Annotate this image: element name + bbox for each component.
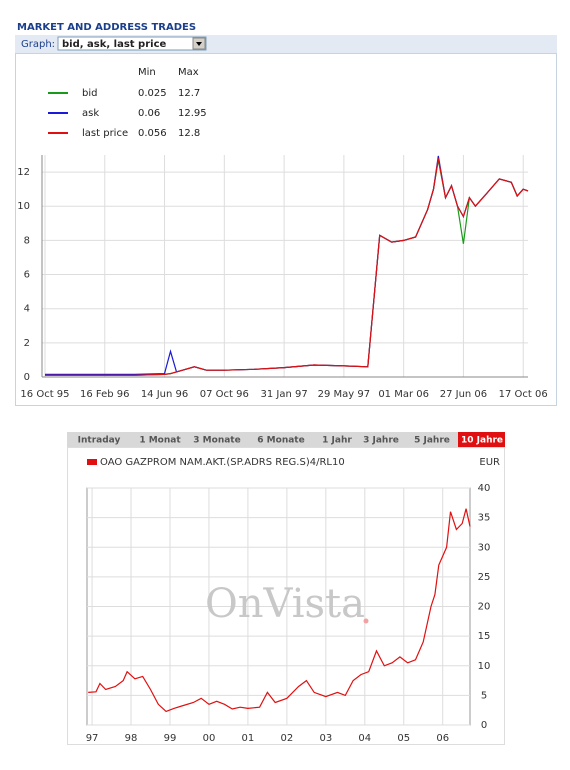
legend-min: 0.056 bbox=[138, 128, 167, 139]
legend-label: ask bbox=[82, 108, 99, 119]
tab[interactable]: Intraday bbox=[78, 436, 121, 446]
select-value[interactable]: bid, ask, last price bbox=[62, 39, 166, 50]
y-tick-label: 20 bbox=[478, 602, 491, 613]
y-tick-label: 0 bbox=[481, 720, 487, 731]
chart-frame bbox=[15, 53, 557, 406]
tab-active-bg bbox=[458, 432, 505, 447]
tab[interactable]: 6 Monate bbox=[257, 436, 304, 446]
y-tick-label: 15 bbox=[478, 631, 491, 642]
select-box[interactable] bbox=[57, 36, 207, 51]
legend-swatch bbox=[87, 459, 97, 465]
x-tick-label: 03 bbox=[319, 733, 332, 744]
chart-top: Min Max bid 0.025 12.7 ask 0.06 12.95 last price… bbox=[17, 67, 548, 400]
graph-select[interactable]: bid, ask, last price bbox=[57, 36, 207, 51]
x-tick-label: 98 bbox=[125, 733, 138, 744]
legend-label: last price bbox=[82, 128, 128, 139]
y-tick-label: 10 bbox=[478, 661, 491, 672]
series-line bbox=[88, 508, 471, 713]
legend-min: 0.025 bbox=[138, 88, 167, 99]
tab[interactable]: 3 Monate bbox=[193, 436, 240, 446]
x-tick-label: 16 Oct 95 bbox=[20, 389, 69, 400]
y-tick-label: 2 bbox=[24, 338, 30, 349]
tab-bar bbox=[67, 432, 505, 447]
tab[interactable]: 1 Monat bbox=[139, 436, 181, 446]
y-tick-label: 6 bbox=[24, 270, 30, 281]
unit-label: EUR bbox=[479, 457, 500, 468]
watermark-dot bbox=[363, 618, 369, 624]
y-tick-label: 30 bbox=[478, 542, 491, 553]
x-tick-label: 16 Feb 96 bbox=[80, 389, 130, 400]
y-tick-label: 0 bbox=[24, 372, 30, 383]
y-tick-label: 40 bbox=[478, 483, 491, 494]
x-tick-label: 01 bbox=[242, 733, 255, 744]
legend-max: 12.95 bbox=[178, 108, 207, 119]
select-arrow bbox=[196, 42, 202, 46]
x-tick-label: 17 Oct 06 bbox=[499, 389, 548, 400]
legend-label: OAO GAZPROM NAM.AKT.(SP.ADRS REG.S)4/RL1… bbox=[100, 457, 345, 468]
y-tick-label: 35 bbox=[478, 513, 491, 524]
y-tick-label: 8 bbox=[24, 235, 30, 246]
x-tick-label: 31 Jan 97 bbox=[260, 389, 307, 400]
x-tick-label: 07 Oct 96 bbox=[200, 389, 249, 400]
legend-max: 12.8 bbox=[178, 128, 200, 139]
x-tick-label: 99 bbox=[164, 733, 177, 744]
y-tick-label: 10 bbox=[17, 201, 30, 212]
chart-bottom: OAO GAZPROM NAM.AKT.(SP.ADRS REG.S)4/RL1… bbox=[86, 457, 500, 744]
x-tick-label: 29 May 97 bbox=[318, 389, 370, 400]
section-title: MARKET AND ADDRESS TRADES bbox=[17, 22, 196, 33]
x-tick-label: 04 bbox=[358, 733, 371, 744]
legend-label: bid bbox=[82, 88, 97, 99]
chart-frame-bottom bbox=[67, 447, 505, 745]
tab[interactable]: 1 Jahr bbox=[322, 436, 352, 446]
x-tick-label: 00 bbox=[203, 733, 216, 744]
series-line bbox=[45, 158, 529, 376]
y-tick-label: 12 bbox=[17, 167, 30, 178]
x-tick-label: 05 bbox=[397, 733, 410, 744]
legend-header: Min bbox=[138, 67, 156, 78]
y-tick-label: 25 bbox=[478, 572, 491, 583]
legend-max: 12.7 bbox=[178, 88, 200, 99]
x-tick-label: 97 bbox=[86, 733, 99, 744]
x-tick-label: 06 bbox=[436, 733, 449, 744]
legend-min: 0.06 bbox=[138, 108, 160, 119]
tabs: Intraday 1 Monat 3 Monate 6 Monate 1 Jahr 3 J… bbox=[78, 432, 505, 447]
watermark: OnVista bbox=[205, 581, 365, 627]
y-tick-label: 4 bbox=[24, 304, 30, 315]
tab[interactable]: 10 Jahre bbox=[461, 436, 503, 446]
graph-label: Graph: bbox=[21, 39, 55, 50]
x-tick-label: 14 Jun 96 bbox=[141, 389, 188, 400]
series-line bbox=[45, 155, 529, 375]
x-tick-label: 27 Jun 06 bbox=[440, 389, 487, 400]
legend-header: Max bbox=[178, 67, 199, 78]
x-tick-label: 02 bbox=[281, 733, 294, 744]
tab[interactable]: 5 Jahre bbox=[414, 436, 450, 446]
x-tick-label: 01 Mar 06 bbox=[378, 389, 429, 400]
y-tick-label: 5 bbox=[481, 690, 487, 701]
tab[interactable]: 3 Jahre bbox=[363, 436, 399, 446]
